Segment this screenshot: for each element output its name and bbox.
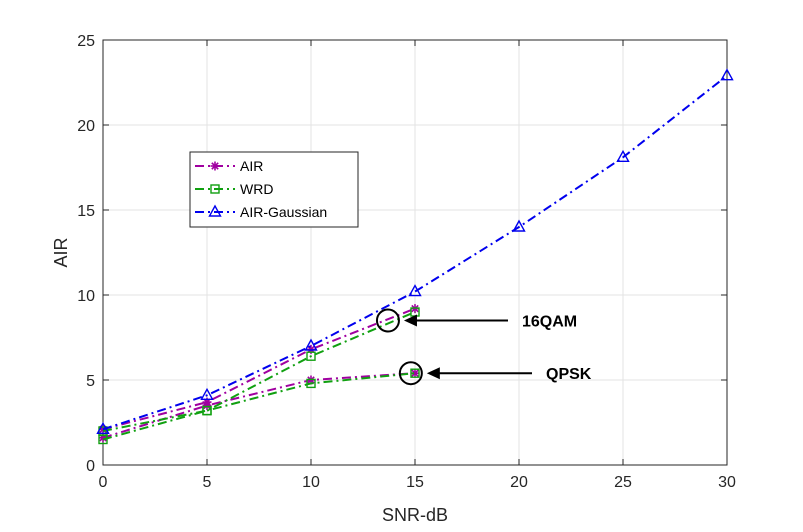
- series-line-wrd: [102, 372, 416, 441]
- series-line-air: [102, 307, 416, 431]
- data-point-air-gaussian: [200, 387, 214, 400]
- annotation-label: 16QAM: [522, 314, 577, 331]
- annotation-arrow-head: [426, 367, 440, 380]
- y-tick-label: 0: [86, 458, 95, 475]
- y-tick-label: 15: [77, 203, 95, 220]
- data-point-air-gaussian: [616, 149, 630, 163]
- data-point-wrd: [410, 368, 420, 378]
- x-tick-label: 5: [203, 474, 212, 491]
- legend-swatch-marker: [210, 184, 220, 194]
- data-point-wrd: [98, 434, 108, 445]
- x-tick-label: 0: [99, 474, 108, 491]
- x-tick-label: 20: [510, 474, 528, 491]
- asterisk-stroke: [203, 401, 211, 410]
- data-point-air: [202, 401, 212, 410]
- x-tick-label: 10: [302, 474, 320, 491]
- x-tick-label: 30: [718, 474, 736, 491]
- data-point-air-gaussian: [96, 421, 110, 434]
- annotation-circle: [375, 308, 400, 333]
- legend-swatch-marker: [208, 204, 222, 217]
- y-tick-label: 25: [77, 33, 95, 50]
- y-tick-label: 5: [86, 373, 95, 390]
- data-point-air: [410, 368, 420, 378]
- data-point-air-gaussian: [304, 338, 318, 351]
- annotation-label: QPSK: [546, 366, 592, 383]
- asterisk-stroke: [411, 369, 419, 377]
- y-tick-label: 20: [77, 118, 95, 135]
- x-tick-label: 25: [614, 474, 632, 491]
- y-axis-label: AIR: [51, 237, 71, 267]
- x-axis-label: SNR-dB: [382, 505, 448, 525]
- legend-label: AIR-Gaussian: [240, 204, 327, 220]
- legend-label: AIR: [240, 158, 263, 174]
- x-tick-label: 15: [406, 474, 424, 491]
- data-point-air-gaussian: [512, 219, 526, 232]
- legend-label: WRD: [240, 181, 273, 197]
- series-line-air: [102, 372, 416, 439]
- series-line-wrd: [102, 311, 416, 432]
- data-point-wrd: [202, 405, 212, 416]
- annotation-arrow-head: [403, 314, 417, 327]
- series-line-air-gaussian: [102, 74, 728, 431]
- data-point-wrd: [306, 378, 316, 389]
- annotation-circle: [398, 361, 423, 386]
- y-tick-label: 10: [77, 288, 95, 305]
- data-point-air-gaussian: [720, 68, 734, 81]
- legend-swatch-marker: [210, 161, 220, 171]
- data-point-wrd: [306, 351, 316, 361]
- data-point-air-gaussian: [408, 284, 422, 297]
- asterisk-stroke: [211, 162, 219, 170]
